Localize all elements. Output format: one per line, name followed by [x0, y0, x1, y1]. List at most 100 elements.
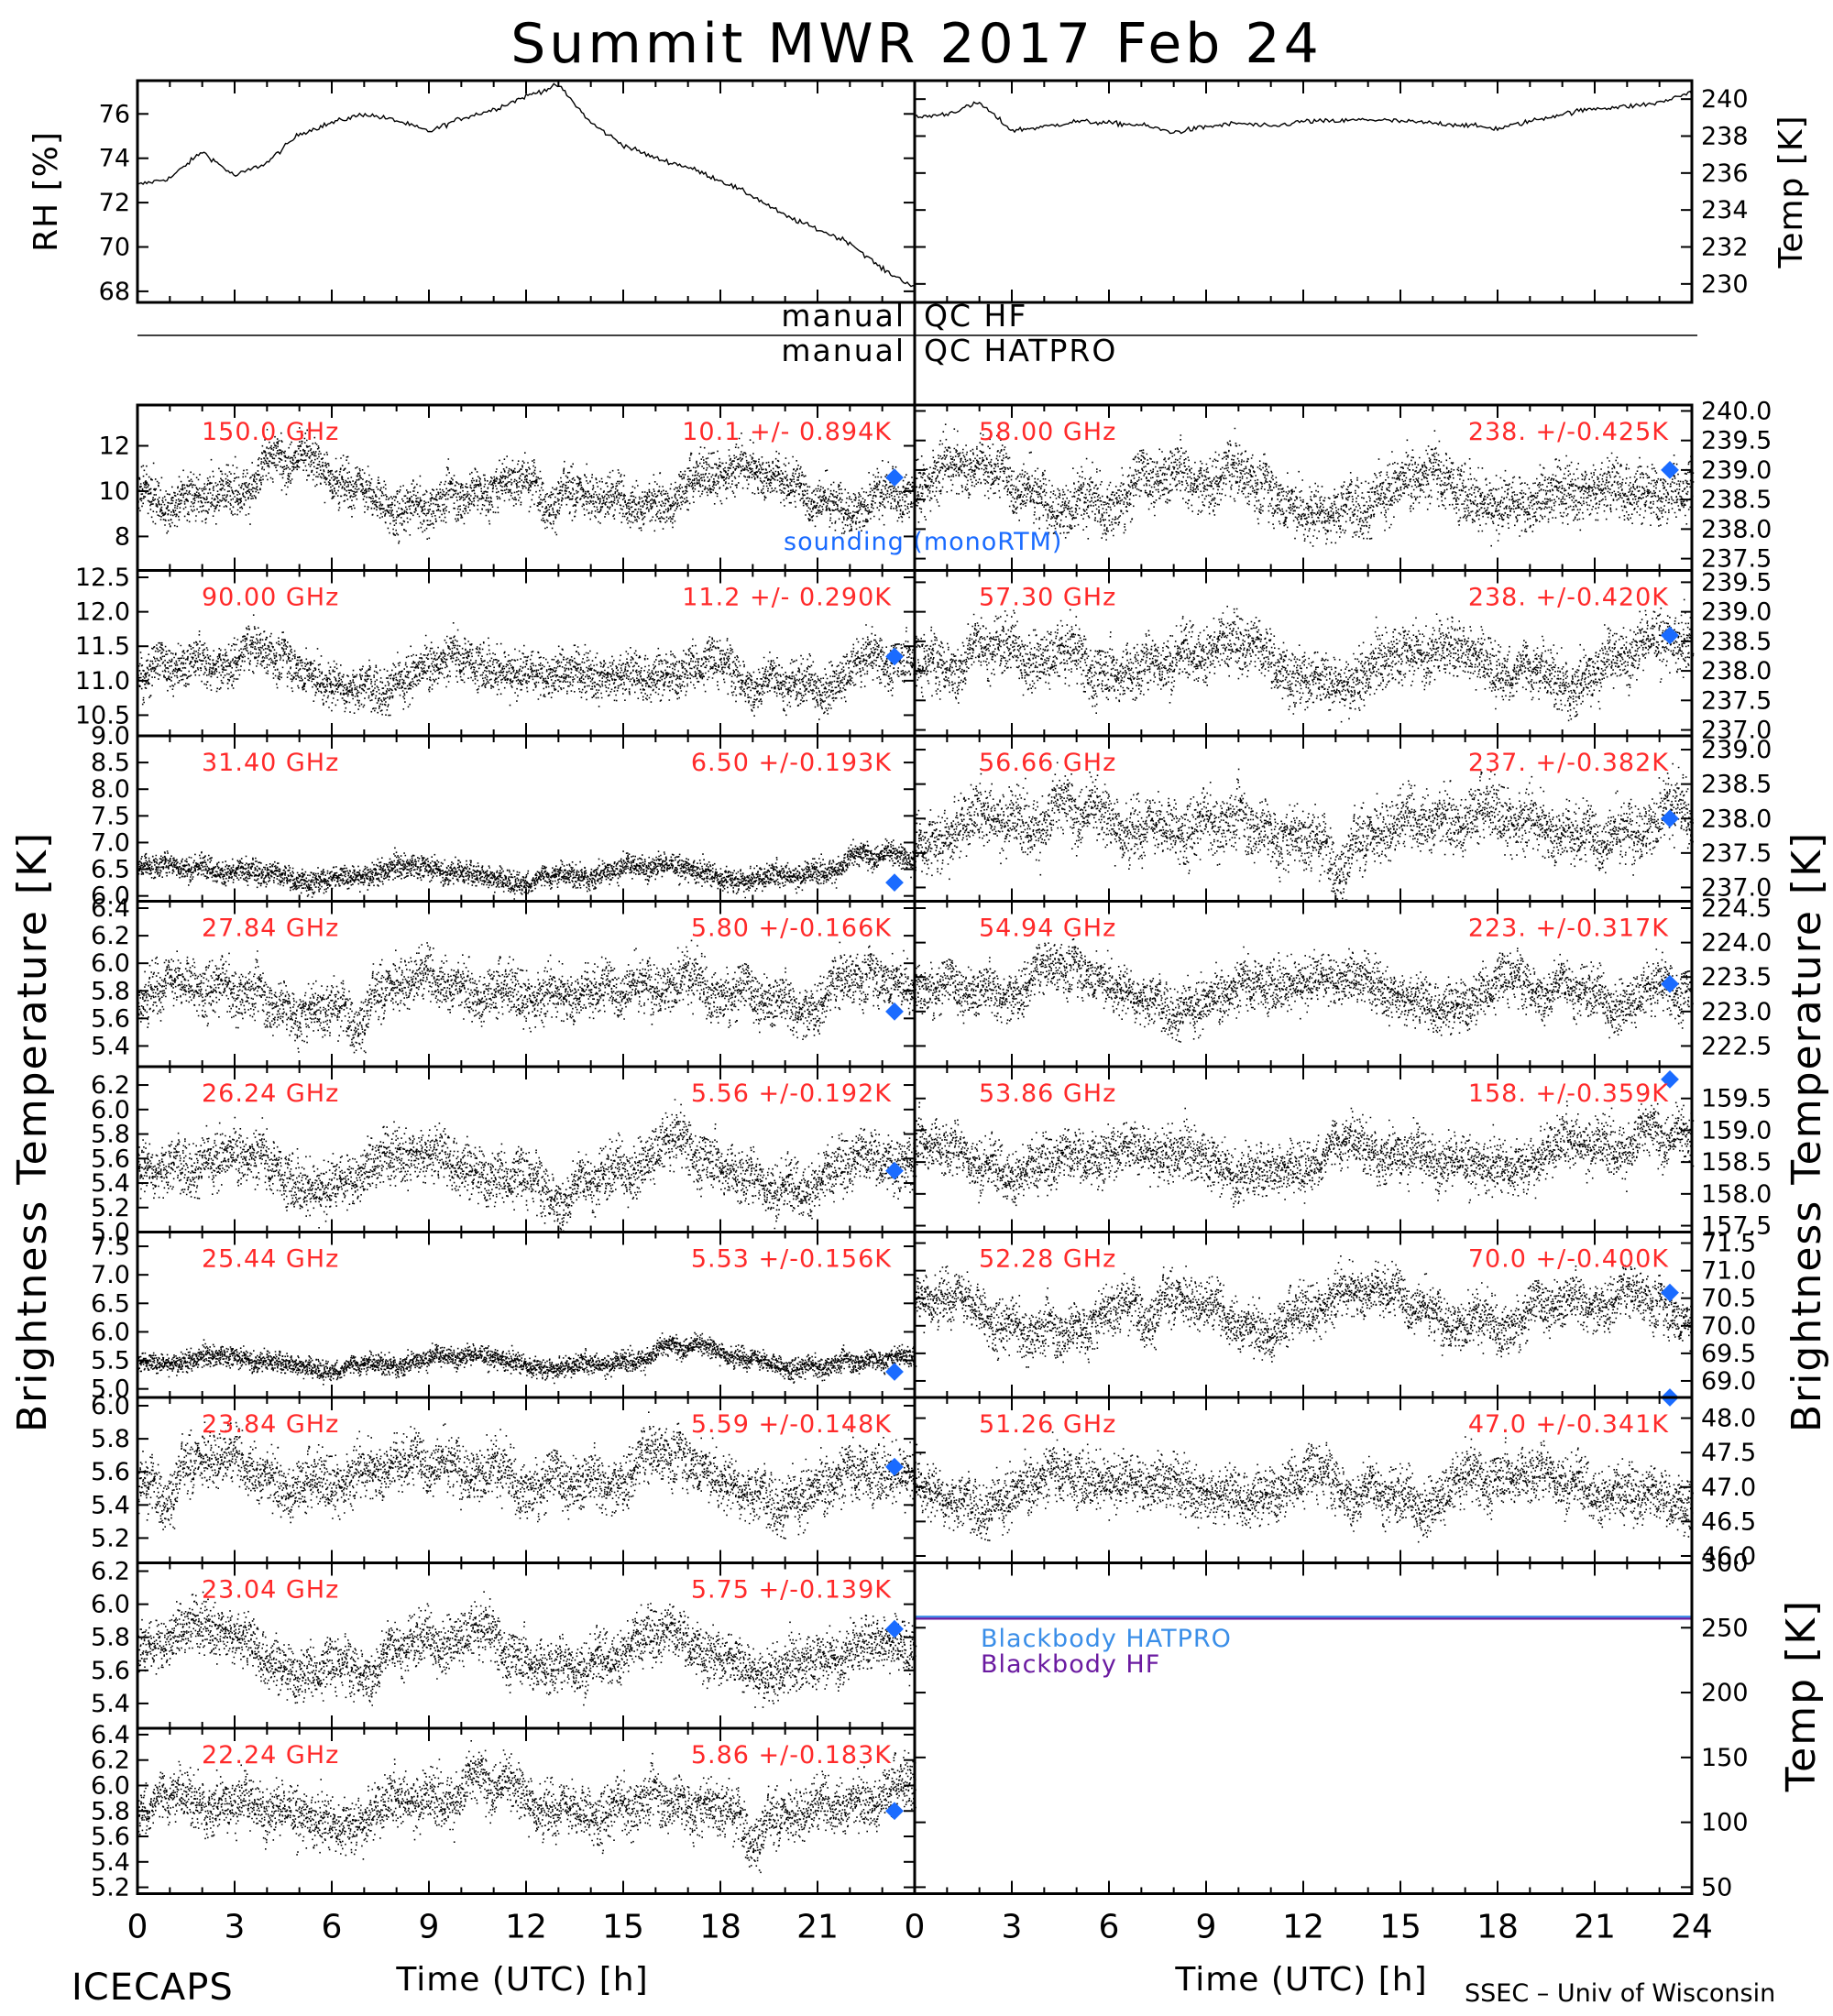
x-tick-label-right: 21 [1574, 1909, 1616, 1946]
rh-series-line [137, 82, 916, 288]
x-tick-label-right: 0 [905, 1909, 926, 1946]
ch-22.24-sounding-marker [885, 1802, 904, 1821]
ch-53.86-data-points [915, 1093, 1695, 1208]
y-tick-label: 5.4 [91, 1690, 130, 1718]
y-tick-label: 5.8 [91, 1624, 130, 1652]
ch-56.66-data-points [915, 761, 1694, 902]
ch-31.40-panel: 31.40 GHz 6.50 +/-0.193K 6.06.57.07.58.08.… [91, 722, 916, 911]
y-tick-label: 238.5 [1701, 486, 1772, 514]
ch-56.66-frequency-label: 56.66 GHz [979, 749, 1116, 777]
ch-25.44-panel: 25.44 GHz 5.53 +/-0.156K 5.05.56.06.57.07.… [91, 1232, 917, 1404]
y-tick-label: 237.5 [1701, 839, 1772, 868]
y-tick-label: 100 [1701, 1809, 1749, 1837]
x-tick-label-left: 12 [505, 1909, 547, 1946]
ch-56.66-sounding-marker [1661, 809, 1679, 828]
y-tick-label: 74 [99, 145, 130, 173]
y-tick-label: 6.2 [91, 1747, 130, 1775]
y-tick-label: 12.5 [75, 564, 130, 592]
y-tick-label: 6.0 [91, 1392, 130, 1420]
y-tick-label: 5.0 [91, 1219, 130, 1247]
ch-56.66-stats-label: 237. +/-0.382K [1468, 749, 1669, 777]
y-tick-label: 6.5 [91, 856, 130, 884]
y-tick-label: 46.0 [1701, 1542, 1756, 1571]
x-tick-label-right: 12 [1282, 1909, 1324, 1946]
ch-54.94-data-points [915, 929, 1694, 1043]
ch-23.84-frequency-label: 23.84 GHz [202, 1410, 339, 1439]
y-tick-label: 6.0 [91, 949, 130, 978]
x-tick-label-left: 21 [796, 1909, 839, 1946]
ch-90-stats-label: 11.2 +/- 0.290K [682, 584, 892, 612]
ch-26.24-stats-label: 5.56 +/-0.192K [691, 1079, 892, 1108]
y-tick-label: 239.5 [1701, 427, 1772, 455]
rh-panel: 68 70 72 74 76 [99, 81, 916, 306]
temp-panel: 230 232 234 236 238 240 [914, 81, 1749, 302]
ch-31.40-frequency-label: 31.40 GHz [202, 749, 339, 777]
y-tick-label: 6.4 [91, 1721, 130, 1749]
y-tick-label: 5.6 [91, 1458, 130, 1486]
y-tick-label: 250 [1701, 1614, 1749, 1642]
y-tick-label: 70.5 [1701, 1285, 1756, 1313]
y-tick-label: 7.5 [91, 1233, 130, 1261]
ch-58.00-frequency-label: 58.00 GHz [979, 418, 1116, 446]
y-tick-label: 69.0 [1701, 1367, 1756, 1396]
x-tick-label-left: 15 [602, 1909, 644, 1946]
ch-25.44-data-points [137, 1331, 917, 1386]
y-tick-label: 5.8 [91, 977, 130, 1005]
ch-90-frequency-label: 90.00 GHz [202, 584, 339, 612]
y-tick-label: 157.5 [1701, 1212, 1772, 1241]
y-tick-label: 8.0 [91, 775, 130, 804]
y-tick-label: 76 [99, 100, 130, 128]
ch-52.28-sounding-marker [1661, 1283, 1679, 1302]
blackbody-axis-label: Temp [K] [1778, 1599, 1825, 1792]
footer-ssec: SSEC – Univ of Wisconsin [1465, 1979, 1775, 2008]
temp-axis-label: Temp [K] [1773, 115, 1810, 268]
y-tick-label: 159.5 [1701, 1085, 1772, 1113]
ch-90-data-points [137, 614, 916, 720]
ch-150-stats-label: 10.1 +/- 0.894K [682, 418, 892, 446]
y-tick-label: 5.6 [91, 1145, 130, 1173]
y-tick-label: 6.2 [91, 1558, 130, 1586]
y-tick-label: 5.2 [91, 1194, 130, 1222]
y-tick-label: 158.5 [1701, 1148, 1772, 1177]
y-tick-label: 6.0 [91, 882, 130, 911]
ch-57.30-sounding-marker [1661, 626, 1679, 645]
x-tick-label-left: 6 [322, 1909, 343, 1946]
y-tick-label: 7.5 [91, 802, 130, 830]
ch-23.04-sounding-marker [885, 1619, 904, 1638]
y-tick-label: 5.4 [91, 1491, 130, 1519]
y-tick-label: 238.0 [1701, 515, 1772, 543]
y-tick-label: 232 [1701, 234, 1749, 262]
ch-150-sounding-marker [885, 468, 904, 488]
ch-26.24-sounding-marker [885, 1161, 904, 1180]
y-tick-label: 223.0 [1701, 998, 1772, 1026]
ch-150-frequency-label: 150.0 GHz [202, 418, 339, 446]
x-tick-label-right: 18 [1476, 1909, 1519, 1946]
rh-frame [136, 79, 916, 304]
ch-25.44-stats-label: 5.53 +/-0.156K [691, 1245, 892, 1274]
x-tick-label-left: 18 [699, 1909, 741, 1946]
y-tick-label: 9.0 [91, 722, 130, 751]
x-tick-label-right: 3 [1002, 1909, 1023, 1946]
ch-52.28-data-points [915, 1253, 1694, 1368]
y-tick-label: 159.0 [1701, 1116, 1772, 1145]
ch-23.04-panel: 23.04 GHz 5.75 +/-0.139K 5.4 5.6 5.8 6.0 6.2 [91, 1558, 917, 1728]
y-tick-label: 239.5 [1701, 568, 1772, 597]
ch-23.04-data-points [137, 1591, 917, 1708]
y-tick-label: 5.4 [91, 1169, 130, 1198]
y-tick-label: 71.5 [1701, 1230, 1756, 1258]
ch-58.00-sounding-marker [1661, 461, 1679, 479]
y-tick-label: 8 [115, 522, 130, 551]
ch-57.30-panel: 57.30 GHz 238. +/-0.420K237.0237.5238.023… [914, 568, 1772, 745]
ch-53.86-panel: 53.86 GHz 158. +/-0.359K 157.5 158.0 158.5 15… [914, 1067, 1772, 1241]
ch-25.44-sounding-marker [885, 1363, 904, 1381]
y-tick-label: 5.0 [91, 1375, 130, 1404]
y-tick-label: 237.5 [1701, 686, 1772, 715]
y-tick-label: 8.5 [91, 749, 130, 777]
y-tick-label: 70.0 [1701, 1312, 1756, 1341]
ch-54.94-sounding-marker [1661, 974, 1679, 993]
ch-27.84-data-points [137, 939, 916, 1054]
ch-57.30-data-points [915, 598, 1695, 723]
ch-26.24-data-points [137, 1099, 917, 1233]
ch-31.40-sounding-marker [885, 873, 904, 893]
